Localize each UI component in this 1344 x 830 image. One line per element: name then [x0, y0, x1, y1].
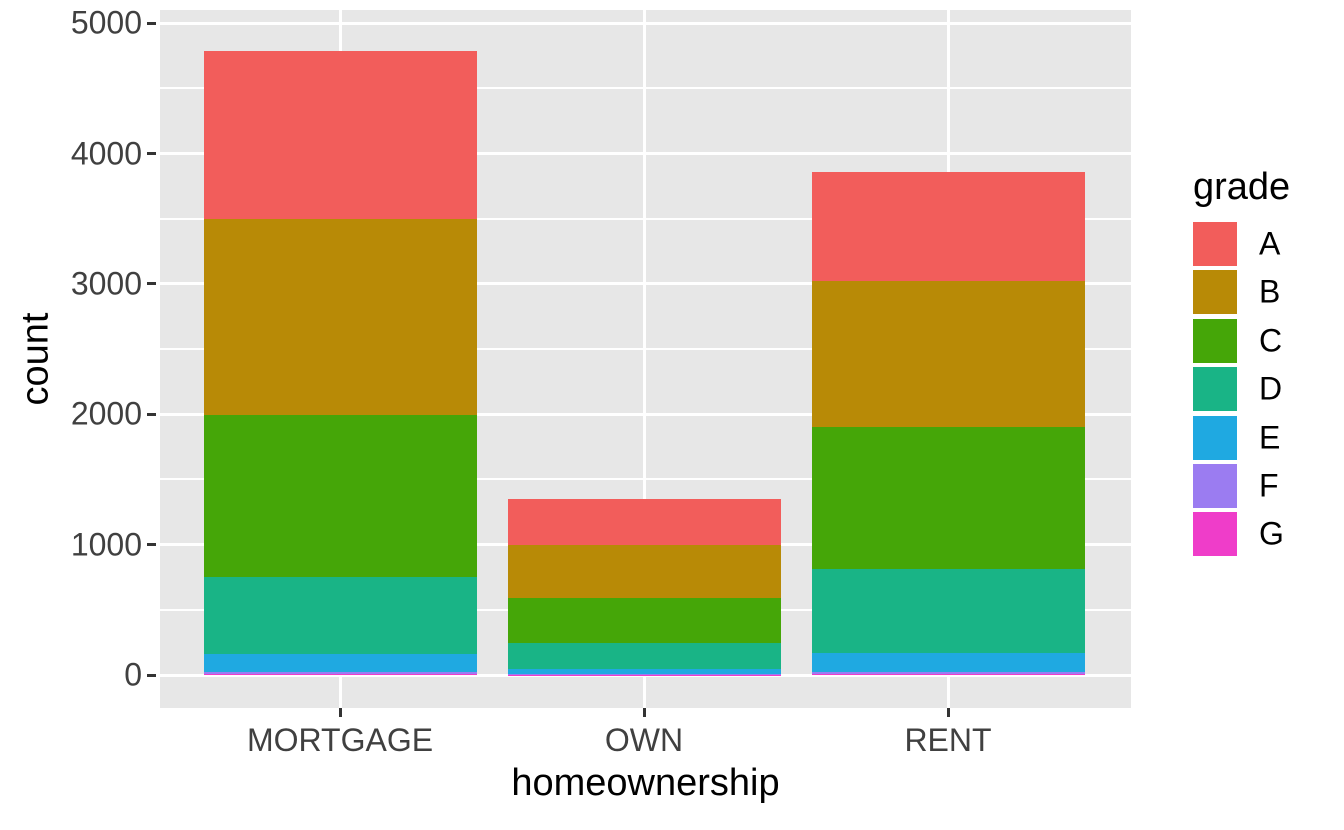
legend-title: grade	[1193, 166, 1291, 208]
y-tick-mark	[147, 21, 156, 25]
bar-segment-rent-grade-b	[811, 280, 1085, 428]
legend-label-d: D	[1259, 370, 1283, 407]
legend-key-a	[1193, 222, 1237, 266]
y-tick-label: 5000	[70, 4, 142, 41]
legend-label-g: G	[1259, 515, 1284, 552]
x-tick-label: RENT	[904, 722, 992, 758]
plot-panel	[160, 10, 1131, 708]
y-tick-label: 1000	[70, 526, 142, 563]
bar-segment-mortgage-grade-f	[203, 671, 477, 675]
y-major-gridline	[160, 21, 1131, 25]
x-tick-label: MORTGAGE	[246, 722, 434, 758]
bar-segment-rent-grade-e	[811, 653, 1085, 672]
y-tick-label: 2000	[70, 395, 142, 432]
y-tick-label: 3000	[70, 265, 142, 302]
bar-segment-mortgage-grade-c	[203, 415, 477, 577]
y-tick-mark	[147, 673, 156, 677]
bar-segment-rent-grade-f	[811, 671, 1085, 675]
bar-segment-own-grade-e	[507, 669, 781, 675]
bar-segment-rent-grade-d	[811, 569, 1085, 654]
y-tick-mark	[147, 282, 156, 286]
legend-label-f: F	[1259, 467, 1279, 504]
y-tick-mark	[147, 412, 156, 416]
y-minor-gridline	[160, 87, 1131, 90]
x-tick-mark	[946, 708, 950, 717]
legend-key-e	[1193, 415, 1237, 460]
legend-key-g	[1193, 512, 1237, 557]
y-tick-label: 0	[124, 656, 142, 693]
bar-segment-mortgage-grade-d	[203, 576, 477, 654]
bar-segment-rent-grade-a	[811, 172, 1085, 281]
bar-segment-mortgage-grade-b	[203, 218, 477, 416]
bar-segment-mortgage-grade-e	[203, 654, 477, 672]
bar-segment-own-grade-d	[507, 642, 781, 669]
bar-segment-own-grade-f	[507, 674, 781, 676]
legend-label-a: A	[1259, 225, 1281, 262]
y-tick-mark	[147, 543, 156, 547]
y-major-gridline	[160, 282, 1131, 286]
bar-segment-mortgage-grade-g	[203, 674, 477, 676]
y-tick-label: 4000	[70, 135, 142, 172]
bar-segment-own-grade-g	[507, 674, 781, 676]
bar-segment-rent-grade-g	[811, 674, 1085, 676]
x-axis-title: homeownership	[511, 762, 780, 804]
bar-segment-mortgage-grade-a	[203, 50, 477, 219]
x-tick-mark	[338, 708, 342, 717]
bar-segment-own-grade-b	[507, 545, 781, 599]
y-tick-mark	[147, 152, 156, 156]
legend-label-c: C	[1259, 322, 1283, 359]
bar-segment-rent-grade-c	[811, 427, 1085, 570]
legend-label-b: B	[1259, 273, 1281, 310]
y-minor-gridline	[160, 348, 1131, 351]
legend-key-d	[1193, 367, 1237, 412]
x-major-gridline	[642, 10, 646, 708]
y-minor-gridline	[160, 217, 1131, 220]
legend-key-f	[1193, 464, 1237, 508]
x-tick-label: OWN	[604, 722, 684, 758]
legend-key-c	[1193, 318, 1237, 363]
y-axis-title: count	[14, 312, 57, 406]
y-minor-gridline	[160, 478, 1131, 481]
y-major-gridline	[160, 152, 1131, 156]
bar-segment-own-grade-a	[507, 498, 781, 546]
legend-key-b	[1193, 270, 1237, 315]
bar-segment-own-grade-c	[507, 598, 781, 643]
legend-label-e: E	[1259, 419, 1281, 456]
y-major-gridline	[160, 412, 1131, 416]
x-tick-mark	[642, 708, 646, 717]
